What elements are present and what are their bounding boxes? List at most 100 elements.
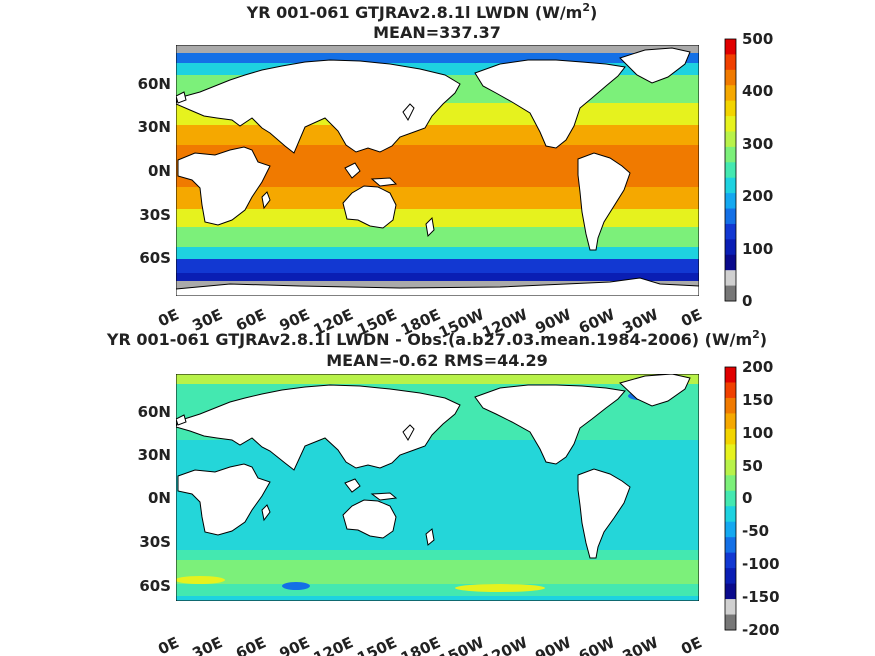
landmass-japan <box>402 424 415 441</box>
landmass-africa <box>177 146 271 226</box>
band-southern-blue <box>176 259 699 273</box>
colorbar-label: 200 <box>742 187 773 205</box>
colorbar-swatch <box>725 428 736 445</box>
landmass-madagascar <box>261 191 271 210</box>
colorbar-bottom <box>724 366 737 631</box>
colorbar-swatch <box>725 100 736 117</box>
landmass-eurasia <box>176 384 461 471</box>
landmass-new-guinea <box>370 177 398 187</box>
landmass-north-america <box>474 384 626 465</box>
band-southern-green <box>176 560 699 584</box>
lon-label: 90W <box>532 633 574 656</box>
lat-label: 60N <box>138 403 171 421</box>
colorbar-swatch <box>725 85 736 102</box>
colorbar-swatch <box>725 583 736 600</box>
colorbar-swatch <box>725 614 736 631</box>
colorbar-label: 50 <box>742 457 763 475</box>
panel-top-subtitle: MEAN=337.37 <box>373 23 501 42</box>
land-top <box>176 47 699 296</box>
colorbar-swatch <box>725 177 736 194</box>
colorbar-label: -150 <box>742 588 780 606</box>
colorbar-frame <box>724 38 737 302</box>
colorbar-swatch <box>725 39 736 55</box>
colorbar-swatch <box>725 69 736 86</box>
map-top <box>176 45 699 296</box>
lat-label: 30S <box>139 206 171 224</box>
lon-label: 30W <box>620 633 662 656</box>
panel-bottom: YR 001-061 GTJRAv2.8.1l LWDN - Obs.(a.b2… <box>106 328 780 656</box>
landmass-australia <box>342 185 397 229</box>
landmass-greenland <box>619 47 691 84</box>
colorbar-swatch <box>725 397 736 414</box>
landmass-new-zealand <box>425 528 435 546</box>
patch-south-yellow-1 <box>176 576 225 584</box>
landmass-new-zealand <box>425 216 435 238</box>
colorbar-swatch <box>725 208 736 225</box>
band-arctic-blue <box>176 53 699 63</box>
panel-top: YR 001-061 GTJRAv2.8.1l LWDN (W/m2) MEAN… <box>138 1 774 342</box>
lon-label: 150E <box>354 633 399 656</box>
panel-top-title: YR 001-061 GTJRAv2.8.1l LWDN (W/m2) <box>246 1 598 22</box>
colorbar-swatch <box>725 552 736 569</box>
lat-label: 60N <box>138 75 171 93</box>
lat-label: 60S <box>139 577 171 595</box>
landmass-uk <box>176 91 187 104</box>
colorbar-swatch <box>725 193 736 210</box>
landmass-borneo <box>344 478 361 493</box>
lon-label: 120W <box>479 633 530 656</box>
colorbar-label: 400 <box>742 82 773 100</box>
lon-label: 120E <box>311 633 356 656</box>
lon-label: 90E <box>277 633 313 656</box>
band-arctic-mix <box>176 374 699 384</box>
landmass-eurasia <box>176 59 461 154</box>
landmass-new-guinea <box>370 492 398 501</box>
landmass-greenland <box>619 374 691 407</box>
lat-label: 30N <box>138 446 171 464</box>
lat-label: 60S <box>139 249 171 267</box>
landmass-north-america <box>474 59 626 149</box>
landmass-australia <box>342 499 397 539</box>
colorbar-label: 0 <box>742 489 752 507</box>
lon-label: 0E <box>678 305 704 330</box>
colorbar-swatch <box>725 413 736 430</box>
colorbar-swatch <box>725 599 736 616</box>
lat-axis-bottom: 60N 30N 0N 30S 60S <box>138 403 171 595</box>
lon-label: 0E <box>155 305 181 330</box>
land-bottom <box>176 374 691 559</box>
band-smid-green <box>176 227 699 247</box>
colorbar-top <box>724 38 737 302</box>
patch-south-blue <box>282 582 310 590</box>
lat-label: 30S <box>139 533 171 551</box>
colorbar-label: -200 <box>742 621 780 639</box>
landmass-madagascar <box>261 504 271 522</box>
colorbar-swatch <box>725 444 736 461</box>
colorbar-label: 0 <box>742 292 752 310</box>
colorbar-swatch <box>725 116 736 132</box>
colorbar-bottom-labels: 200 150 100 50 0 -50 -100 -150 -200 <box>742 358 780 639</box>
colorbar-top-labels: 500 400 300 200 100 0 <box>742 30 773 310</box>
colorbar-swatch <box>725 146 736 163</box>
panel-bottom-subtitle: MEAN=-0.62 RMS=44.29 <box>326 351 548 370</box>
lat-label: 30N <box>138 118 171 136</box>
colorbar-label: -50 <box>742 522 769 540</box>
colorbar-swatch <box>725 285 736 302</box>
lat-axis-top: 60N 30N 0N 30S 60S <box>138 75 171 267</box>
colorbar-label: 100 <box>742 424 773 442</box>
lon-label: 60W <box>576 633 618 656</box>
colorbar-label: 100 <box>742 240 773 258</box>
band-ssub-yellow <box>176 209 699 227</box>
colorbar-swatch <box>725 490 736 507</box>
panel-bottom-title: YR 001-061 GTJRAv2.8.1l LWDN - Obs.(a.b2… <box>106 328 767 349</box>
lon-label: 0E <box>155 633 181 656</box>
landmass-borneo <box>344 162 361 179</box>
patch-south-yellow-2 <box>455 584 545 592</box>
band-ntrop-gold <box>176 125 699 145</box>
colorbar-label: 150 <box>742 391 773 409</box>
band-shigh-cyan <box>176 247 699 259</box>
colorbar-label: -100 <box>742 555 780 573</box>
lon-label: 60E <box>233 633 269 656</box>
lon-label: 0E <box>678 633 704 656</box>
map-bottom <box>176 374 699 601</box>
colorbar-swatch <box>725 459 736 476</box>
